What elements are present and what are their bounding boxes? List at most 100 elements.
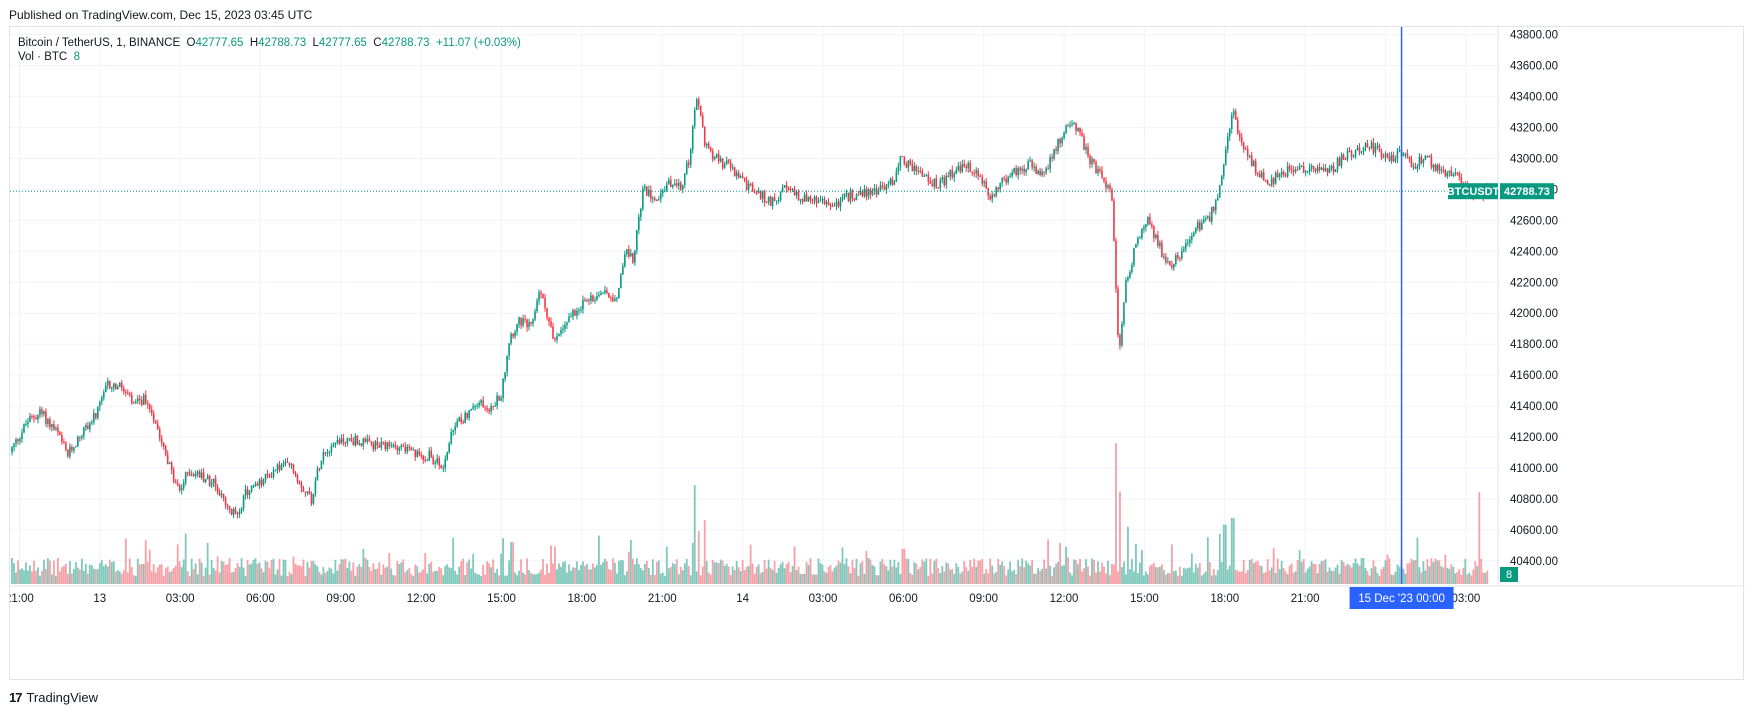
volume-bar [516, 575, 518, 584]
volume-bar [911, 574, 914, 584]
volume-bar [1043, 559, 1045, 584]
symbol-title[interactable]: Bitcoin / TetherUS, 1, BINANCE [18, 37, 181, 49]
volume-bar [1426, 559, 1429, 584]
candle-body [1214, 200, 1217, 211]
candle-body [1382, 157, 1385, 159]
volume-bar [961, 571, 964, 584]
candle-body [767, 196, 770, 203]
volume-bar [907, 558, 910, 584]
candle-body [949, 170, 952, 177]
candle-body [210, 483, 213, 486]
chart-canvas[interactable]: 43800.0043600.0043400.0043200.0043000.00… [10, 27, 1745, 681]
volume-bar [971, 566, 974, 584]
volume-bar [1141, 550, 1143, 584]
volume-bar [997, 559, 1000, 584]
volume-bar [92, 568, 95, 584]
candle-body [1234, 111, 1237, 120]
candle-body [138, 398, 141, 400]
volume-bar [845, 558, 848, 584]
tradingview-logo-icon[interactable]: 17 [9, 690, 23, 705]
volume-bar [1316, 573, 1319, 584]
volume-bar [1430, 558, 1433, 584]
candle-body [478, 403, 480, 406]
volume-bar [1059, 543, 1061, 584]
candle-body [424, 460, 427, 462]
volume-bar [1304, 572, 1307, 584]
volume-bar [867, 558, 870, 584]
candle-body [246, 489, 249, 495]
candle-body [705, 143, 708, 146]
volume-bar [707, 572, 710, 584]
volume-bar [797, 566, 800, 584]
volume-bar [546, 563, 548, 584]
candle-body [809, 196, 812, 201]
volume-bar [1310, 561, 1313, 584]
volume-bar [1045, 568, 1047, 584]
volume-bar [1166, 573, 1169, 584]
candle-body [374, 441, 377, 450]
y-tick-label: 41600.00 [1510, 370, 1558, 382]
candle-body [228, 505, 231, 510]
candle-body [59, 432, 61, 436]
candle-body [969, 162, 972, 173]
brand-name[interactable]: TradingView [26, 690, 99, 705]
volume-bar [424, 553, 427, 584]
candle-body [867, 189, 870, 197]
volume-bar [554, 546, 556, 584]
volume-bar [1184, 568, 1187, 584]
chart-frame[interactable]: 43800.00 43600.00 43400.00 43200.00 43000.00… [9, 26, 1745, 681]
candle-body [115, 383, 117, 390]
volume-bar [837, 560, 840, 584]
volume-bar [49, 560, 51, 584]
volume-bar [1021, 558, 1024, 584]
volume-bar [1372, 560, 1375, 584]
candle-body [530, 322, 532, 324]
volume-bar [643, 563, 646, 584]
volume-bar [1198, 562, 1201, 584]
volume-bar [524, 574, 526, 584]
volume-bar [1115, 443, 1117, 584]
candle-body [727, 160, 730, 163]
volume-label[interactable]: Vol · BTC [18, 51, 68, 63]
candle-body [71, 446, 73, 451]
candle-body [536, 300, 538, 312]
volume-bar [1422, 561, 1425, 584]
candle-body [140, 399, 143, 405]
candle-body [462, 422, 464, 424]
volume-bar [1414, 559, 1417, 584]
crosshair-time-label[interactable] [1349, 587, 1454, 609]
candle-body [733, 167, 736, 177]
volume-bar [522, 572, 524, 584]
candle-body [955, 169, 958, 174]
volume-bar [194, 563, 197, 584]
candle-body [286, 461, 289, 463]
candle-body [1107, 185, 1109, 188]
volume-bar [935, 558, 938, 584]
candle-body [1286, 166, 1289, 177]
candle-body [693, 109, 696, 126]
candle-body [1410, 158, 1413, 168]
candle-body [558, 333, 560, 336]
volume-bar [120, 573, 123, 584]
x-tick-label: 21:00 [648, 593, 677, 605]
volume-bar [400, 562, 403, 584]
candle-body [458, 417, 460, 422]
candle-body [913, 166, 916, 172]
volume-bar [296, 565, 299, 584]
y-tick-label: 40600.00 [1510, 525, 1558, 537]
volume-bar [17, 560, 19, 584]
candle-body [929, 181, 932, 184]
volume-bar [1099, 571, 1101, 584]
volume-bar [1360, 558, 1363, 584]
volume-bar [1019, 566, 1022, 584]
candle-body [983, 181, 986, 184]
x-tick-label: 14 [736, 593, 749, 605]
candle-body [1175, 255, 1177, 265]
volume-bar [821, 564, 824, 584]
volume-bar [851, 559, 854, 584]
candle-body [1372, 142, 1375, 153]
candle-body [973, 172, 976, 174]
candle-body [839, 200, 842, 207]
x-tick-label: 09:00 [969, 593, 998, 605]
volume-bar [364, 558, 367, 584]
